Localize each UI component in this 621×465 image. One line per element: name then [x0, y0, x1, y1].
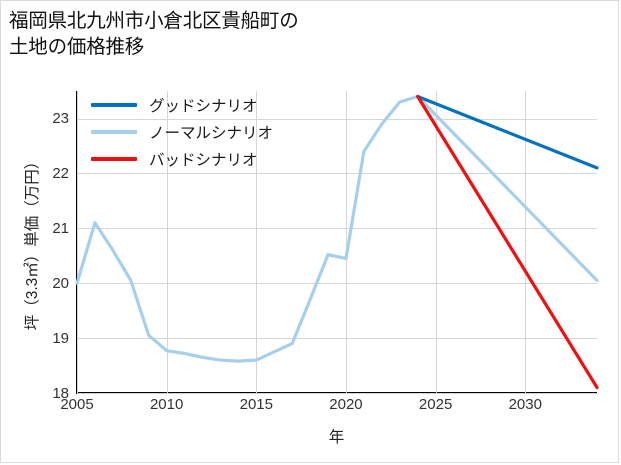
- legend: グッドシナリオ ノーマルシナリオ バッドシナリオ: [91, 91, 291, 172]
- x-tick-label: 2030: [508, 396, 542, 413]
- page-title: 福岡県北九州市小倉北区貴船町の 土地の価格推移: [9, 10, 299, 59]
- gridline-horizontal: [77, 118, 597, 120]
- legend-color-swatch: [91, 102, 137, 107]
- gridline-horizontal: [77, 228, 597, 230]
- gridline-vertical: [525, 91, 527, 393]
- y-tick-label: 21: [52, 220, 69, 238]
- series-line: [416, 94, 599, 390]
- x-tick-label: 2010: [149, 396, 184, 413]
- y-tick-label: 20: [52, 275, 69, 293]
- legend-label: バッドシナリオ: [149, 151, 258, 169]
- legend-label: ノーマルシナリオ: [149, 124, 274, 142]
- legend-label: グッドシナリオ: [149, 97, 258, 115]
- x-tick-label: 2025: [418, 396, 453, 413]
- y-tick-label: 22: [52, 165, 69, 183]
- series-line: [75, 94, 599, 363]
- x-tick-label: 2015: [239, 396, 273, 413]
- gridline-horizontal: [77, 338, 597, 340]
- series-line: [416, 94, 599, 170]
- gridline-vertical: [256, 91, 258, 393]
- gridline-horizontal: [77, 283, 597, 285]
- y-axis-label: 坪（3.3㎡）単価（万円）: [17, 91, 45, 393]
- legend-item[interactable]: グッドシナリオ: [91, 91, 291, 118]
- legend-item[interactable]: バッドシナリオ: [91, 145, 291, 172]
- y-tick-label: 18: [52, 385, 69, 402]
- gridline-vertical: [77, 91, 78, 393]
- x-tick-label: 2020: [329, 396, 363, 413]
- legend-item[interactable]: ノーマルシナリオ: [91, 118, 291, 145]
- gridline-horizontal: [77, 173, 597, 175]
- y-tick-label: 23: [52, 110, 69, 128]
- data-lines: [75, 94, 599, 390]
- gridline-vertical: [435, 91, 437, 393]
- gridline-vertical: [346, 91, 347, 393]
- y-tick-label: 19: [52, 330, 69, 348]
- plot-area: [75, 91, 599, 394]
- x-axis-label: 年: [328, 429, 345, 446]
- legend-color-swatch: [91, 156, 137, 161]
- x-tick-label: 2005: [60, 396, 94, 413]
- gridline-horizontal: [77, 393, 597, 394]
- legend-color-swatch: [91, 129, 137, 134]
- gridline-vertical: [166, 91, 168, 393]
